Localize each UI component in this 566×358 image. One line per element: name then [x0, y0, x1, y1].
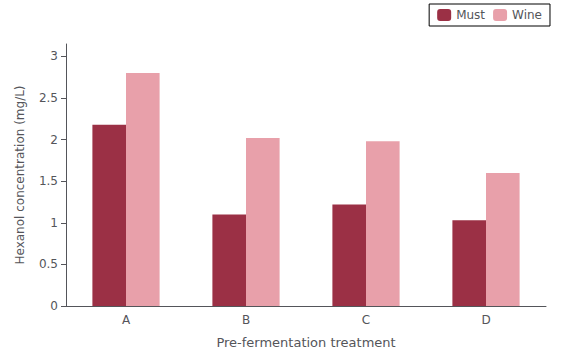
svg-text:2.5: 2.5: [39, 91, 58, 105]
svg-text:0: 0: [50, 299, 58, 313]
svg-text:3: 3: [50, 49, 58, 63]
svg-text:1: 1: [50, 216, 58, 230]
svg-text:Pre-fermentation treatment: Pre-fermentation treatment: [216, 335, 395, 350]
svg-text:A: A: [122, 313, 131, 327]
svg-text:B: B: [242, 313, 250, 327]
svg-text:1.5: 1.5: [39, 174, 58, 188]
svg-text:2: 2: [50, 133, 58, 147]
svg-text:Wine: Wine: [512, 8, 542, 22]
svg-text:C: C: [362, 313, 370, 327]
svg-text:0.5: 0.5: [39, 257, 58, 271]
svg-text:D: D: [481, 313, 490, 327]
svg-text:Must: Must: [456, 8, 485, 22]
svg-text:Hexanol concentration (mg/L): Hexanol concentration (mg/L): [13, 85, 27, 264]
